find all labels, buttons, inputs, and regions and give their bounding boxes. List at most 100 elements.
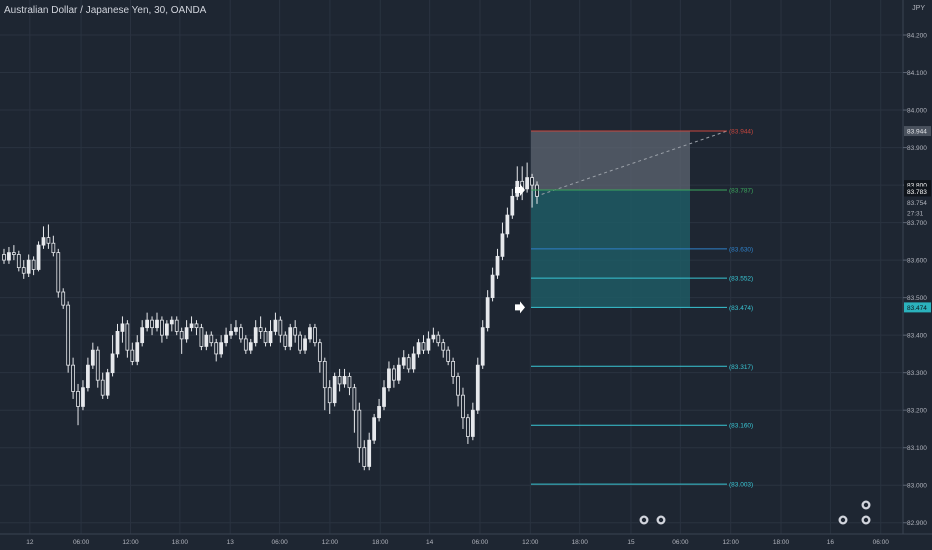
price-tick-label: 83.300 <box>907 370 927 377</box>
time-tick-label: 06:00 <box>271 539 288 546</box>
candle-body <box>268 331 273 344</box>
time-tick-label: 18:00 <box>372 539 389 546</box>
price-badge-label: 83.944 <box>907 129 927 136</box>
candle-body <box>298 334 302 351</box>
candle-body <box>377 406 381 419</box>
price-tick-label: 83.400 <box>907 333 927 340</box>
candle-body <box>446 349 451 362</box>
grid-lines <box>0 0 903 534</box>
price-badge-label: 83.754 <box>907 200 927 207</box>
time-tick-label: 18:00 <box>773 539 790 546</box>
candle-body <box>372 417 377 441</box>
time-tick-label: 12:00 <box>522 539 539 546</box>
price-level-label: (83.787) <box>729 187 753 194</box>
candle-body <box>490 274 495 299</box>
price-badge-bg <box>904 126 931 137</box>
price-badge-bg <box>904 186 931 197</box>
candle-body <box>209 334 214 344</box>
candle-body <box>367 439 372 467</box>
risk-zone <box>531 131 690 190</box>
price-level-label: (83.160) <box>729 423 753 430</box>
candle-body <box>194 323 199 329</box>
price-tick-label: 83.900 <box>907 145 927 152</box>
candle-body <box>327 387 332 404</box>
time-tick-label: 12:00 <box>122 539 139 546</box>
candle-body <box>184 327 189 340</box>
candle-body <box>81 387 85 407</box>
candle-body <box>525 177 530 190</box>
candle-body <box>505 214 510 235</box>
price-level-label: (83.474) <box>729 305 753 312</box>
event-marker-core <box>840 517 846 523</box>
candle-body <box>352 387 357 411</box>
candle-body <box>485 297 490 329</box>
candle-body <box>495 255 500 276</box>
candle-body <box>337 376 342 385</box>
candle-body <box>510 195 515 216</box>
candle-body <box>258 327 263 332</box>
candle-body <box>46 237 51 244</box>
candle-body <box>456 376 460 396</box>
time-tick-label: 13 <box>227 539 235 546</box>
chart-markers <box>515 183 525 314</box>
price-badge-label: 83.800 <box>907 183 927 190</box>
price-tick-label: 83.200 <box>907 408 927 415</box>
candle-body <box>332 376 337 404</box>
price-badge-bg <box>904 302 931 313</box>
price-level-label: (83.552) <box>729 276 753 283</box>
price-badge-label: 83.474 <box>907 305 927 312</box>
chart-title: Australian Dollar / Japanese Yen, 30, OA… <box>4 5 207 16</box>
time-tick-label: 18:00 <box>572 539 589 546</box>
price-tick-label: 83.600 <box>907 258 927 265</box>
candle-body <box>71 364 75 392</box>
candle-body <box>308 327 312 340</box>
candle-body <box>347 376 352 389</box>
price-badge-bg <box>904 180 931 191</box>
candle-body <box>530 177 534 186</box>
candle-body <box>396 364 401 381</box>
candle-body <box>426 338 431 351</box>
candle-body <box>342 376 347 385</box>
candle-body <box>189 323 194 329</box>
time-axis[interactable]: 12 06:00 12:00 18:00 13 06:00 12:00 18:00 14 06:0… <box>26 539 889 546</box>
time-tick-label: 06:00 <box>73 539 90 546</box>
candle-body <box>470 409 475 437</box>
candle-body <box>86 364 90 389</box>
candle-body <box>11 252 16 255</box>
candle-body <box>21 267 26 274</box>
candle-body <box>125 323 130 351</box>
event-marker-core <box>863 517 869 523</box>
candle-body <box>135 342 140 362</box>
candle-body <box>150 319 154 329</box>
candle-body <box>317 342 322 362</box>
candle-body <box>130 349 135 362</box>
price-tick-label: 82.900 <box>907 520 927 527</box>
candle-body <box>174 319 179 332</box>
economic-event-markers[interactable] <box>638 499 872 526</box>
candle-body <box>480 327 485 366</box>
candle-body <box>115 331 120 355</box>
candle-body <box>273 319 278 332</box>
event-marker-core <box>658 517 664 523</box>
candle-body <box>362 447 367 467</box>
candle-body <box>441 342 446 351</box>
candle-body <box>322 361 327 389</box>
time-tick-label: 06:00 <box>873 539 890 546</box>
time-tick-label: 16 <box>827 539 835 546</box>
candle-body <box>461 394 465 419</box>
time-tick-label: 12 <box>26 539 34 546</box>
candle-body <box>95 349 100 381</box>
candle-body <box>421 342 426 351</box>
candle-body <box>401 357 406 366</box>
candle-body <box>56 252 61 293</box>
candle-body <box>239 327 243 340</box>
entry-arrow-marker <box>515 183 525 196</box>
candle-body <box>100 379 105 396</box>
candle-body <box>31 259 36 270</box>
candle-body <box>219 342 224 355</box>
price-tick-label: 83.500 <box>907 295 927 302</box>
candle-body <box>263 331 268 344</box>
